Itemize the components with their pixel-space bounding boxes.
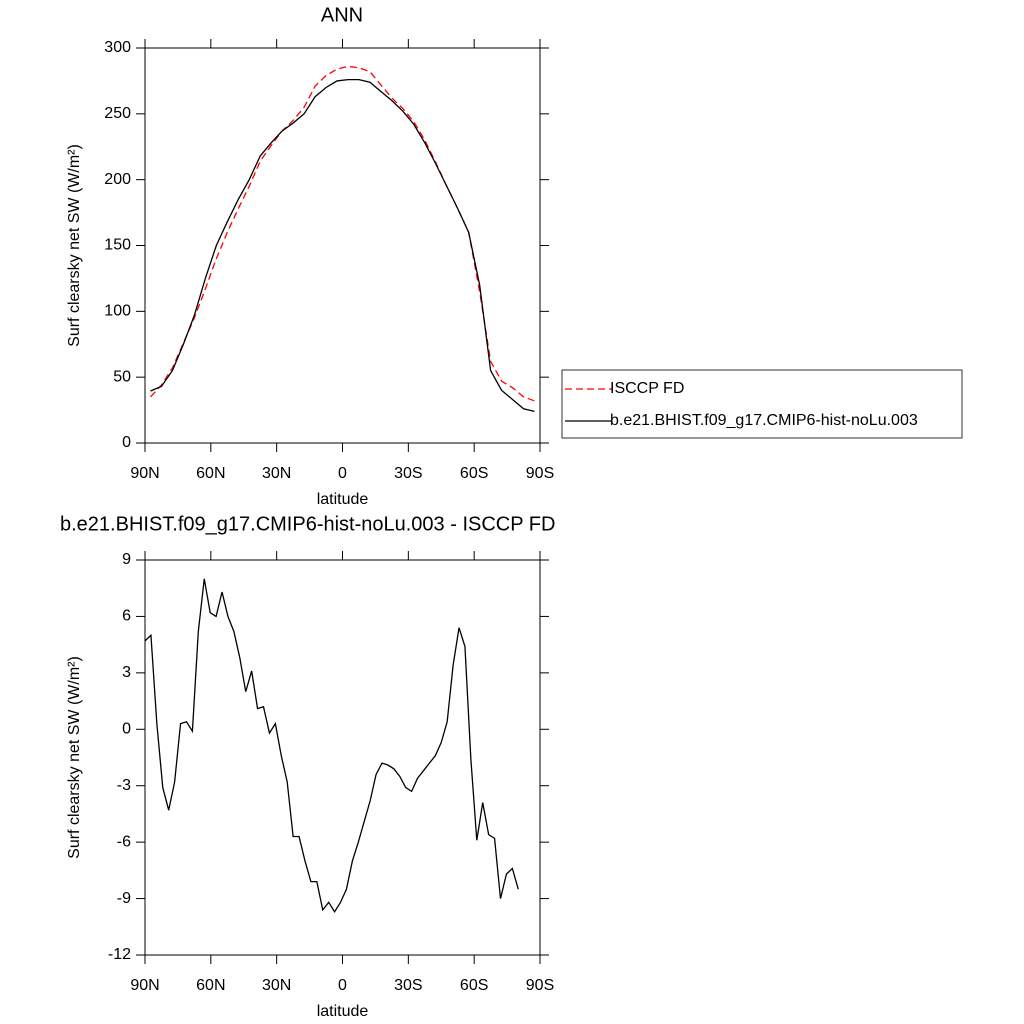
y-tick-label: 150 (104, 237, 131, 254)
x-tick-label: 60N (196, 977, 225, 994)
x-tick-label: 30S (394, 465, 422, 482)
x-tick-label: 30S (394, 977, 422, 994)
chart-title: ANN (321, 4, 363, 26)
y-tick-label: 200 (104, 171, 131, 188)
x-tick-label: 60S (460, 977, 488, 994)
data-line (150, 78, 535, 413)
data-line (150, 65, 535, 402)
y-axis-label: Surf clearsky net SW (W/m²) (66, 656, 83, 859)
y-tick-label: 0 (122, 434, 131, 451)
y-tick-label: 6 (122, 608, 131, 625)
y-axis-label: Surf clearsky net SW (W/m²) (66, 144, 83, 347)
x-tick-label: 0 (338, 977, 347, 994)
x-tick-label: 0 (338, 465, 347, 482)
y-tick-label: 250 (104, 105, 131, 122)
y-tick-label: -3 (117, 777, 131, 794)
x-tick-label: 30N (262, 977, 291, 994)
legend-label: ISCCP FD (610, 380, 684, 397)
y-tick-label: 0 (122, 721, 131, 738)
x-axis-label: latitude (317, 1003, 369, 1020)
chart-title: b.e21.BHIST.f09_g17.CMIP6-hist-noLu.003 … (60, 513, 555, 535)
x-tick-label: 90N (130, 465, 159, 482)
plot-frame (144, 47, 541, 444)
x-tick-label: 90S (526, 465, 554, 482)
y-tick-label: 3 (122, 664, 131, 681)
y-tick-label: 300 (104, 39, 131, 56)
y-tick-label: -12 (108, 946, 131, 963)
x-tick-label: 90S (526, 977, 554, 994)
y-tick-label: -9 (117, 890, 131, 907)
legend-box (561, 369, 963, 439)
x-tick-label: 90N (130, 977, 159, 994)
plot-frame (144, 559, 541, 956)
x-tick-label: 60S (460, 465, 488, 482)
y-tick-label: 9 (122, 551, 131, 568)
legend-label: b.e21.BHIST.f09_g17.CMIP6-hist-noLu.003 (610, 412, 918, 429)
data-line (144, 578, 519, 913)
y-tick-label: -6 (117, 833, 131, 850)
x-tick-label: 60N (196, 465, 225, 482)
x-tick-label: 30N (262, 465, 291, 482)
y-tick-label: 50 (113, 368, 131, 385)
x-axis-label: latitude (317, 491, 369, 508)
y-tick-label: 100 (104, 303, 131, 320)
